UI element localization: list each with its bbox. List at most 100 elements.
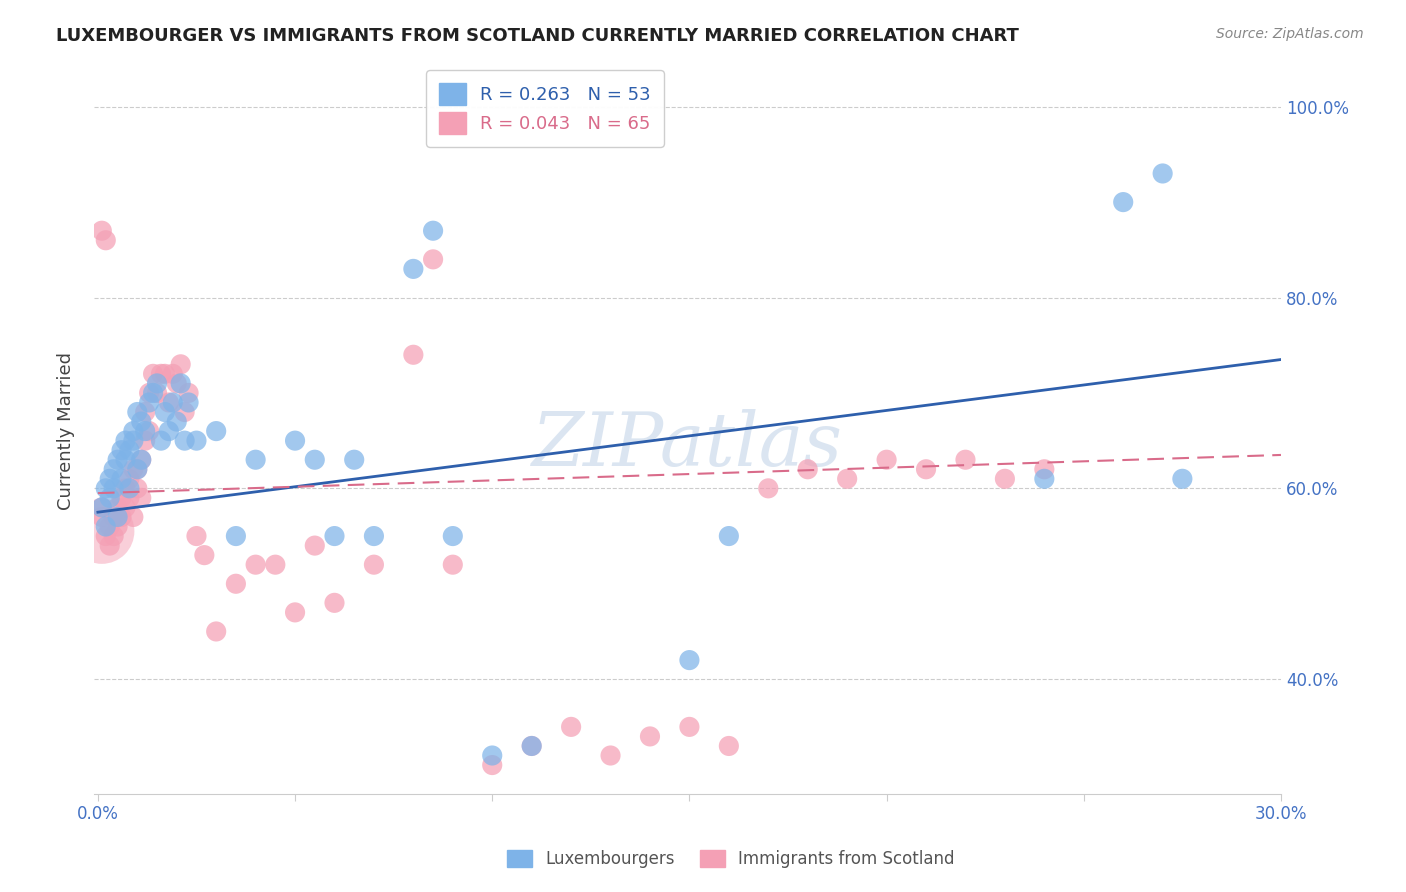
Point — [138, 424, 160, 438]
Point — [118, 491, 141, 505]
Point — [110, 443, 132, 458]
Point — [98, 472, 121, 486]
Point — [756, 481, 779, 495]
Point — [103, 510, 125, 524]
Point — [304, 539, 326, 553]
Point — [323, 596, 346, 610]
Point — [107, 500, 129, 515]
Point — [103, 462, 125, 476]
Point — [107, 510, 129, 524]
Point — [122, 510, 145, 524]
Point — [142, 386, 165, 401]
Point — [225, 529, 247, 543]
Point — [1152, 166, 1174, 180]
Point — [118, 472, 141, 486]
Point — [422, 252, 444, 267]
Point — [107, 519, 129, 533]
Point — [107, 452, 129, 467]
Point — [129, 452, 152, 467]
Point — [98, 539, 121, 553]
Point — [520, 739, 543, 753]
Point — [127, 462, 149, 476]
Point — [363, 529, 385, 543]
Point — [122, 424, 145, 438]
Point — [114, 500, 136, 515]
Point — [149, 434, 172, 448]
Point — [638, 730, 661, 744]
Point — [103, 481, 125, 495]
Point — [146, 376, 169, 391]
Point — [1033, 462, 1056, 476]
Point — [186, 434, 208, 448]
Point — [90, 224, 112, 238]
Text: Source: ZipAtlas.com: Source: ZipAtlas.com — [1216, 27, 1364, 41]
Point — [441, 558, 464, 572]
Point — [129, 452, 152, 467]
Point — [177, 395, 200, 409]
Point — [173, 405, 195, 419]
Point — [127, 405, 149, 419]
Point — [245, 558, 267, 572]
Point — [994, 472, 1017, 486]
Point — [127, 462, 149, 476]
Point — [146, 386, 169, 401]
Text: ZIPatlas: ZIPatlas — [531, 409, 844, 482]
Point — [162, 367, 184, 381]
Point — [90, 510, 112, 524]
Point — [129, 491, 152, 505]
Point — [717, 739, 740, 753]
Point — [402, 348, 425, 362]
Point — [225, 576, 247, 591]
Point — [837, 472, 859, 486]
Point — [284, 434, 307, 448]
Point — [157, 395, 180, 409]
Point — [177, 386, 200, 401]
Point — [138, 386, 160, 401]
Point — [205, 624, 228, 639]
Point — [90, 500, 112, 515]
Point — [717, 529, 740, 543]
Point — [1171, 472, 1194, 486]
Point — [173, 434, 195, 448]
Point — [363, 558, 385, 572]
Point — [304, 452, 326, 467]
Point — [422, 224, 444, 238]
Point — [245, 452, 267, 467]
Point — [149, 367, 172, 381]
Point — [103, 529, 125, 543]
Point — [915, 462, 938, 476]
Point — [560, 720, 582, 734]
Point — [162, 395, 184, 409]
Point — [142, 367, 165, 381]
Point — [876, 452, 898, 467]
Point — [323, 529, 346, 543]
Point — [90, 524, 112, 539]
Point — [678, 720, 700, 734]
Point — [127, 481, 149, 495]
Point — [94, 529, 117, 543]
Point — [481, 758, 503, 772]
Point — [110, 491, 132, 505]
Point — [118, 481, 141, 495]
Point — [122, 434, 145, 448]
Point — [441, 529, 464, 543]
Point — [166, 415, 188, 429]
Point — [153, 405, 176, 419]
Text: LUXEMBOURGER VS IMMIGRANTS FROM SCOTLAND CURRENTLY MARRIED CORRELATION CHART: LUXEMBOURGER VS IMMIGRANTS FROM SCOTLAND… — [56, 27, 1019, 45]
Y-axis label: Currently Married: Currently Married — [58, 352, 75, 510]
Legend: R = 0.263   N = 53, R = 0.043   N = 65: R = 0.263 N = 53, R = 0.043 N = 65 — [426, 70, 664, 147]
Point — [205, 424, 228, 438]
Point — [157, 424, 180, 438]
Point — [134, 424, 156, 438]
Point — [129, 415, 152, 429]
Point — [110, 510, 132, 524]
Point — [284, 606, 307, 620]
Point — [264, 558, 287, 572]
Point — [114, 434, 136, 448]
Legend: Luxembourgers, Immigrants from Scotland: Luxembourgers, Immigrants from Scotland — [501, 843, 962, 875]
Point — [153, 367, 176, 381]
Point — [170, 376, 193, 391]
Point — [122, 462, 145, 476]
Point — [402, 261, 425, 276]
Point — [138, 395, 160, 409]
